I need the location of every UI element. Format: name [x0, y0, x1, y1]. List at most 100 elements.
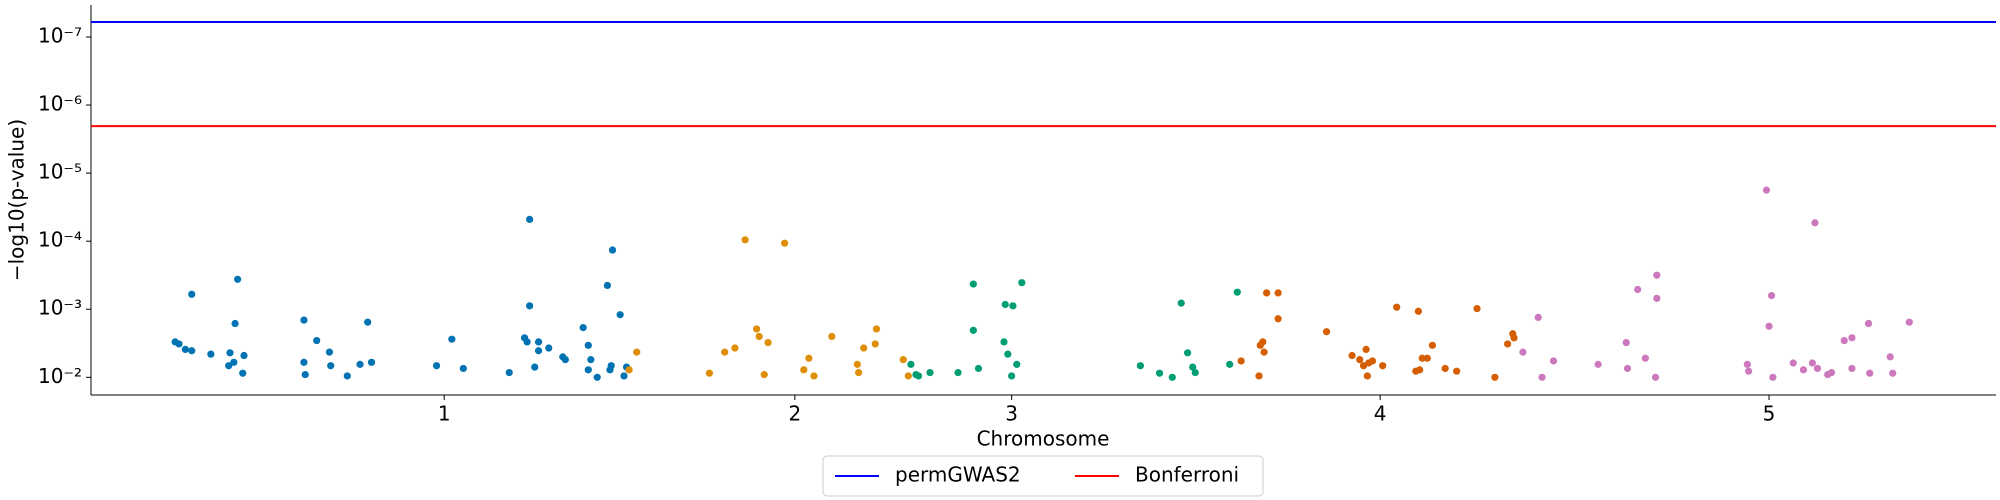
- point: [1510, 334, 1518, 342]
- point: [1263, 289, 1271, 297]
- point: [633, 348, 641, 356]
- point: [1004, 350, 1012, 358]
- point: [1000, 338, 1008, 346]
- point: [225, 362, 233, 370]
- point: [705, 369, 714, 377]
- point: [1322, 328, 1331, 336]
- point: [1155, 369, 1164, 377]
- point: [1183, 349, 1192, 357]
- point: [1274, 289, 1282, 297]
- point: [1745, 367, 1753, 375]
- point: [753, 325, 761, 333]
- point: [1848, 334, 1856, 342]
- point: [584, 366, 592, 374]
- point: [1905, 318, 1913, 326]
- point: [731, 344, 739, 352]
- x-tick-label: 1: [438, 402, 451, 426]
- point: [231, 319, 239, 328]
- point: [239, 369, 247, 377]
- point: [207, 350, 215, 358]
- point: [505, 368, 513, 377]
- point: [1767, 292, 1776, 300]
- point: [188, 347, 196, 355]
- point: [855, 368, 863, 377]
- point: [603, 281, 612, 290]
- point: [1864, 319, 1873, 328]
- point: [969, 326, 977, 334]
- point: [1866, 369, 1874, 377]
- y-tick-label: 10⁻⁶: [38, 92, 82, 116]
- point: [367, 358, 376, 366]
- point: [587, 356, 595, 364]
- point: [1356, 356, 1364, 364]
- point: [860, 344, 868, 352]
- point: [1653, 271, 1661, 279]
- point: [1260, 348, 1268, 356]
- point: [741, 236, 749, 244]
- point: [593, 373, 601, 381]
- legend-box: [822, 455, 1264, 497]
- point: [871, 340, 879, 348]
- point: [526, 302, 534, 310]
- point: [1428, 341, 1437, 349]
- point: [561, 356, 569, 364]
- point: [1018, 279, 1026, 287]
- point: [523, 338, 531, 346]
- point: [1840, 336, 1848, 345]
- x-tick-label: 4: [1374, 402, 1387, 426]
- point: [1789, 359, 1797, 367]
- point: [1008, 372, 1016, 380]
- point: [181, 345, 189, 353]
- point: [1348, 351, 1356, 360]
- point: [234, 275, 242, 283]
- point: [1136, 362, 1145, 370]
- point: [1414, 307, 1422, 315]
- point: [1594, 360, 1602, 368]
- point: [584, 341, 592, 349]
- point: [914, 372, 923, 380]
- point: [1634, 285, 1642, 294]
- point: [230, 358, 238, 366]
- point: [1368, 357, 1377, 365]
- point: [1743, 360, 1751, 368]
- point: [1418, 354, 1426, 362]
- point: [1886, 353, 1894, 361]
- point: [1233, 288, 1241, 296]
- point: [1813, 364, 1822, 373]
- point: [1623, 364, 1632, 373]
- point: [1651, 373, 1660, 381]
- point: [810, 372, 818, 380]
- point: [616, 311, 624, 319]
- point: [579, 324, 587, 332]
- point: [1534, 313, 1542, 322]
- point: [1762, 186, 1771, 194]
- point: [607, 362, 615, 370]
- point: [800, 366, 808, 374]
- point: [1423, 354, 1431, 362]
- point: [1769, 373, 1777, 381]
- point: [545, 344, 553, 352]
- x-tick-label: 2: [788, 402, 801, 426]
- point: [1827, 368, 1836, 377]
- point: [1889, 369, 1897, 377]
- point: [926, 368, 934, 377]
- point: [1226, 360, 1234, 368]
- point: [1453, 367, 1461, 375]
- y-axis-label: −log10(p-value): [5, 119, 29, 281]
- point: [1393, 303, 1401, 311]
- y-tick-label: 10⁻⁷: [38, 23, 82, 47]
- point: [872, 325, 881, 333]
- point: [755, 332, 763, 341]
- point: [448, 335, 456, 343]
- point: [188, 290, 196, 298]
- point: [625, 366, 633, 374]
- point: [721, 348, 729, 356]
- point: [300, 358, 308, 366]
- legend-label: permGWAS2: [895, 463, 1021, 487]
- point: [313, 336, 321, 345]
- point: [1001, 300, 1009, 309]
- point: [226, 349, 234, 357]
- point: [853, 360, 861, 368]
